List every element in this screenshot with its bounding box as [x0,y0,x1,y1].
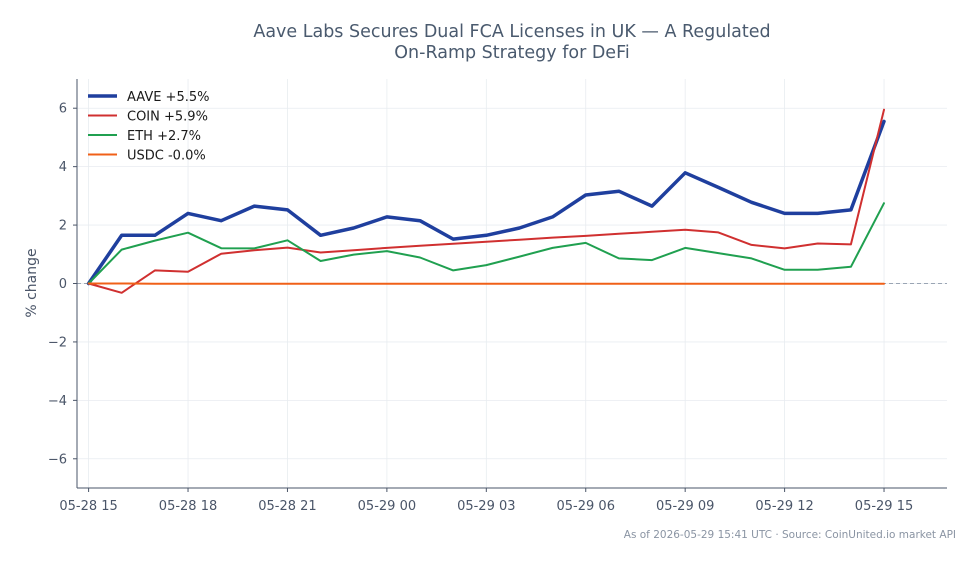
series-lines [86,108,886,294]
y-tick-label: −2 [48,335,67,350]
legend-label-3: USDC -0.0% [127,149,206,164]
chart-title-line-2: On-Ramp Strategy for DeFi [394,43,630,63]
x-tick-label: 05-29 09 [656,499,714,514]
x-tick-label: 05-29 15 [855,499,913,514]
y-tick-label: −6 [48,452,67,467]
y-tick-label: −4 [48,394,67,409]
x-tick-label: 05-29 03 [457,499,515,514]
y-tick-label: 4 [59,160,67,175]
legend: AAVE +5.5% COIN +5.9% ETH +2.7% USDC -0.0% [88,90,209,164]
legend-label-2: ETH +2.7% [127,129,201,144]
x-tick-label: 05-29 06 [557,499,615,514]
series-line-0 [86,119,886,286]
tick-labels: −6 −4 −2 0 2 4 6 05-28 15 05-28 18 05-28 21 05-29 … [48,102,913,514]
legend-label-0: AAVE +5.5% [127,90,209,105]
y-axis-label: % change [24,248,40,317]
x-tick-label: 05-28 15 [59,499,117,514]
y-tick-label: 6 [59,102,67,117]
y-tick-label: 0 [59,277,67,292]
x-tick-label: 05-29 00 [358,499,416,514]
legend-label-1: COIN +5.9% [127,110,208,125]
x-tick-label: 05-28 18 [159,499,217,514]
axes [73,79,947,492]
x-tick-label: 05-28 21 [258,499,316,514]
chart-title-line-1: Aave Labs Secures Dual FCA Licenses in U… [253,22,771,42]
series-line-2 [87,202,885,285]
y-tick-label: 2 [59,219,67,234]
series-line-1 [87,108,885,294]
x-tick-label: 05-29 12 [755,499,813,514]
footer-source-note: As of 2026-05-29 15:41 UTC · Source: Coi… [623,529,956,541]
